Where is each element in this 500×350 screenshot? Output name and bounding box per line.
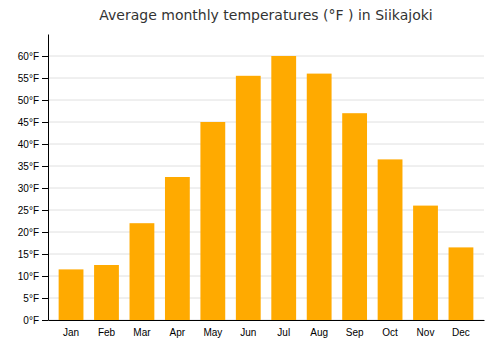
tick-label: Jan xyxy=(63,327,79,338)
grid-line xyxy=(48,78,484,79)
tick: 0°F xyxy=(23,315,48,326)
tick: 60°F xyxy=(18,51,48,62)
bar xyxy=(200,122,225,320)
axis-line xyxy=(49,320,485,321)
tick: Mar xyxy=(133,327,151,338)
axis-line xyxy=(48,35,49,321)
tick-label: 5°F xyxy=(23,293,39,304)
bars xyxy=(59,56,474,320)
tick: Jul xyxy=(277,327,290,338)
bar xyxy=(236,76,261,320)
grid-line xyxy=(48,188,484,189)
tick-label: Oct xyxy=(382,327,398,338)
tick-label: 25°F xyxy=(18,205,39,216)
tick: Aug xyxy=(310,327,328,338)
tick: Apr xyxy=(170,327,186,338)
bar xyxy=(342,113,367,320)
tick: 40°F xyxy=(18,139,48,150)
bar xyxy=(130,223,155,320)
tick: Nov xyxy=(417,327,435,338)
tick-label: Dec xyxy=(452,327,470,338)
tick: 45°F xyxy=(18,117,48,128)
bar xyxy=(378,159,403,320)
tick-label: May xyxy=(203,327,222,338)
tick-label: 40°F xyxy=(18,139,39,150)
tick-label: 0°F xyxy=(23,315,39,326)
tick-label: 35°F xyxy=(18,161,39,172)
tick: Feb xyxy=(98,327,116,338)
tick-mark xyxy=(42,298,48,299)
tick-label: 15°F xyxy=(18,249,39,260)
tick-label: 50°F xyxy=(18,95,39,106)
tick-label: Aug xyxy=(310,327,328,338)
tick: 5°F xyxy=(23,293,48,304)
tick: 30°F xyxy=(18,183,48,194)
tick: 15°F xyxy=(18,249,48,260)
tick-label: 45°F xyxy=(18,117,39,128)
tick-label: 55°F xyxy=(18,73,39,84)
tick-label: 20°F xyxy=(18,227,39,238)
tick-mark xyxy=(42,320,48,321)
tick: Jun xyxy=(240,327,256,338)
tick-mark xyxy=(42,276,48,277)
grid-line xyxy=(48,144,484,145)
bar xyxy=(449,247,474,320)
grid-line xyxy=(48,100,484,101)
tick-label: 10°F xyxy=(18,271,39,282)
grid-line xyxy=(48,122,484,123)
tick-label: 60°F xyxy=(18,51,39,62)
tick-label: Jun xyxy=(240,327,256,338)
tick-label: Mar xyxy=(133,327,151,338)
bar xyxy=(94,265,119,320)
tick-mark xyxy=(42,210,48,211)
bar xyxy=(271,56,296,320)
tick-mark xyxy=(42,254,48,255)
bar xyxy=(165,177,190,320)
bar xyxy=(59,269,84,320)
tick-mark xyxy=(42,188,48,189)
bar xyxy=(307,74,332,320)
tick: Oct xyxy=(382,327,398,338)
tick-label: Sep xyxy=(346,327,364,338)
tick: Sep xyxy=(346,327,364,338)
tick: May xyxy=(203,327,222,338)
tick-mark xyxy=(42,122,48,123)
tick: 10°F xyxy=(18,271,48,282)
tick-mark xyxy=(42,166,48,167)
chart: 0°F 5°F 10°F 15°F 20°F 25°F 30°F 35°F 40°F 45°F 50… xyxy=(0,0,500,350)
tick: 35°F xyxy=(18,161,48,172)
tick-label: Jul xyxy=(277,327,290,338)
tick: 55°F xyxy=(18,73,48,84)
tick: 50°F xyxy=(18,95,48,106)
title: Average monthly temperatures (°F ) in Si… xyxy=(99,7,432,23)
tick-mark xyxy=(42,78,48,79)
bar xyxy=(413,206,438,320)
tick: 20°F xyxy=(18,227,48,238)
grid-line xyxy=(48,166,484,167)
grid xyxy=(48,56,484,320)
tick-label: Apr xyxy=(170,327,186,338)
tick: Jan xyxy=(63,327,79,338)
tick-label: 30°F xyxy=(18,183,39,194)
grid-line xyxy=(48,56,484,57)
tick-label: Feb xyxy=(98,327,116,338)
tick-mark xyxy=(42,56,48,57)
tick-mark xyxy=(42,100,48,101)
tick: Dec xyxy=(452,327,470,338)
x-axis: Jan Feb Mar Apr May Jun Jul Aug Sep Oct Nov Dec xyxy=(49,321,485,339)
plot: 0°F 5°F 10°F 15°F 20°F 25°F 30°F 35°F 40°F 45°F 50… xyxy=(18,35,485,339)
tick-label: Nov xyxy=(417,327,435,338)
tick-mark xyxy=(42,144,48,145)
tick-mark xyxy=(42,232,48,233)
y-axis: 0°F 5°F 10°F 15°F 20°F 25°F 30°F 35°F 40°F 45°F 50… xyxy=(18,35,49,326)
tick: 25°F xyxy=(18,205,48,216)
